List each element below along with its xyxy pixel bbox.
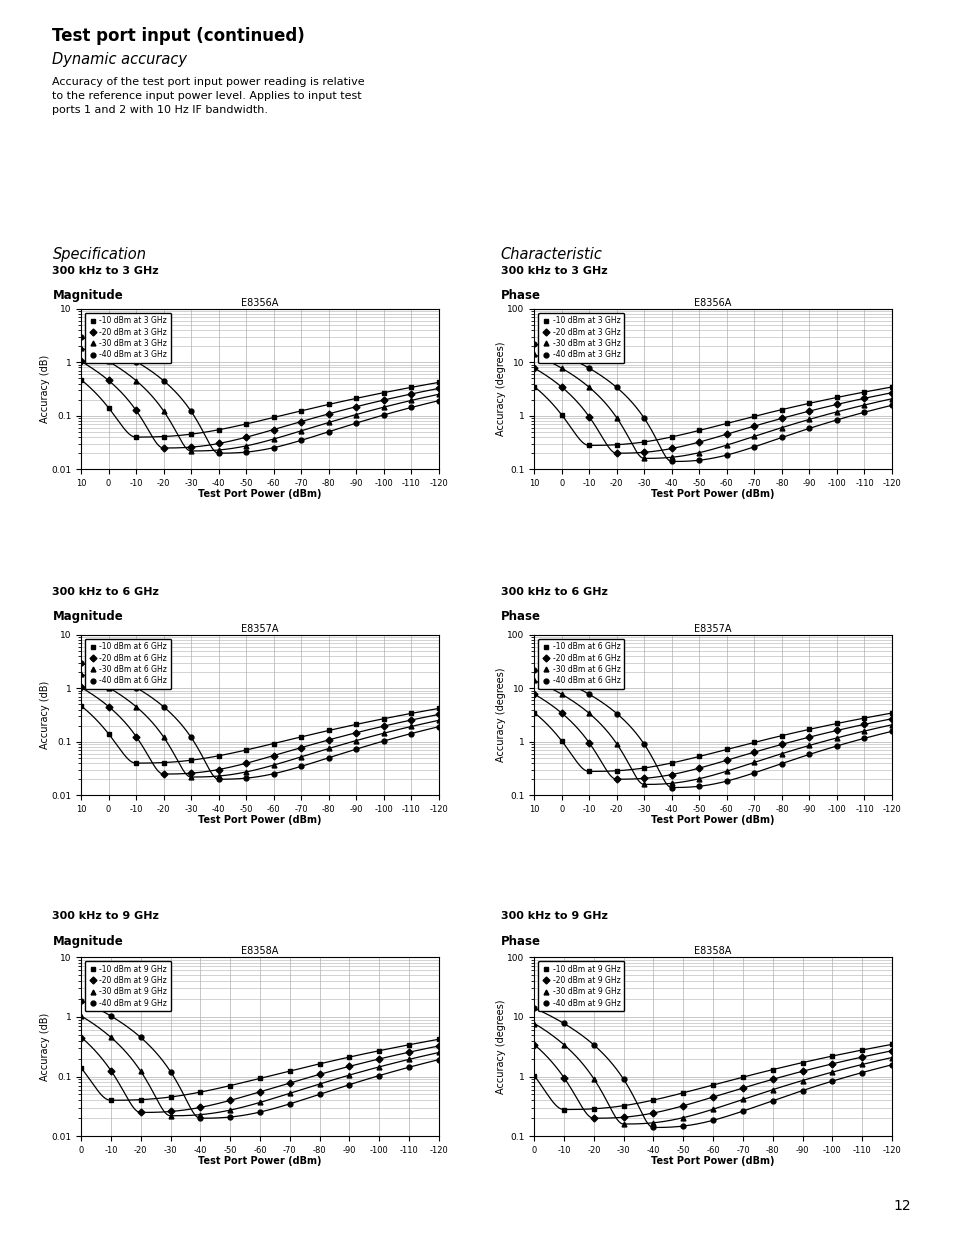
Y-axis label: Accuracy (dB): Accuracy (dB) (40, 354, 50, 424)
Text: 300 kHz to 3 GHz: 300 kHz to 3 GHz (52, 266, 159, 275)
Y-axis label: Accuracy (degrees): Accuracy (degrees) (496, 668, 505, 762)
Title: E8357A: E8357A (694, 624, 731, 634)
Title: E8358A: E8358A (241, 946, 278, 956)
Text: 12: 12 (893, 1199, 910, 1213)
Text: Characteristic: Characteristic (500, 247, 602, 262)
Text: Phase: Phase (500, 289, 540, 303)
Title: E8358A: E8358A (694, 946, 731, 956)
Title: E8356A: E8356A (241, 298, 278, 308)
Title: E8356A: E8356A (694, 298, 731, 308)
Text: Specification: Specification (52, 247, 147, 262)
X-axis label: Test Port Power (dBm): Test Port Power (dBm) (651, 489, 774, 499)
Text: Magnitude: Magnitude (52, 935, 123, 948)
Text: Phase: Phase (500, 935, 540, 948)
Y-axis label: Accuracy (dB): Accuracy (dB) (40, 1013, 50, 1081)
Text: 300 kHz to 6 GHz: 300 kHz to 6 GHz (52, 587, 159, 597)
Legend: -10 dBm at 9 GHz, -20 dBm at 9 GHz, -30 dBm at 9 GHz, -40 dBm at 9 GHz: -10 dBm at 9 GHz, -20 dBm at 9 GHz, -30 … (537, 961, 623, 1011)
Text: 300 kHz to 9 GHz: 300 kHz to 9 GHz (500, 911, 607, 921)
Text: 300 kHz to 9 GHz: 300 kHz to 9 GHz (52, 911, 159, 921)
Text: 300 kHz to 3 GHz: 300 kHz to 3 GHz (500, 266, 607, 275)
X-axis label: Test Port Power (dBm): Test Port Power (dBm) (198, 489, 321, 499)
Text: Phase: Phase (500, 610, 540, 624)
Legend: -10 dBm at 3 GHz, -20 dBm at 3 GHz, -30 dBm at 3 GHz, -40 dBm at 3 GHz: -10 dBm at 3 GHz, -20 dBm at 3 GHz, -30 … (85, 312, 171, 363)
X-axis label: Test Port Power (dBm): Test Port Power (dBm) (651, 1156, 774, 1166)
Text: Magnitude: Magnitude (52, 289, 123, 303)
Y-axis label: Accuracy (degrees): Accuracy (degrees) (496, 999, 505, 1094)
X-axis label: Test Port Power (dBm): Test Port Power (dBm) (198, 1156, 321, 1166)
Text: 300 kHz to 6 GHz: 300 kHz to 6 GHz (500, 587, 607, 597)
Text: Dynamic accuracy: Dynamic accuracy (52, 52, 188, 67)
Y-axis label: Accuracy (degrees): Accuracy (degrees) (496, 342, 505, 436)
Legend: -10 dBm at 6 GHz, -20 dBm at 6 GHz, -30 dBm at 6 GHz, -40 dBm at 6 GHz: -10 dBm at 6 GHz, -20 dBm at 6 GHz, -30 … (85, 638, 171, 689)
Title: E8357A: E8357A (241, 624, 278, 634)
Legend: -10 dBm at 9 GHz, -20 dBm at 9 GHz, -30 dBm at 9 GHz, -40 dBm at 9 GHz: -10 dBm at 9 GHz, -20 dBm at 9 GHz, -30 … (85, 961, 171, 1011)
X-axis label: Test Port Power (dBm): Test Port Power (dBm) (651, 815, 774, 825)
Legend: -10 dBm at 6 GHz, -20 dBm at 6 GHz, -30 dBm at 6 GHz, -40 dBm at 6 GHz: -10 dBm at 6 GHz, -20 dBm at 6 GHz, -30 … (537, 638, 623, 689)
Text: Magnitude: Magnitude (52, 610, 123, 624)
Text: Test port input (continued): Test port input (continued) (52, 27, 305, 46)
Text: Accuracy of the test port input power reading is relative
to the reference input: Accuracy of the test port input power re… (52, 77, 365, 115)
Legend: -10 dBm at 3 GHz, -20 dBm at 3 GHz, -30 dBm at 3 GHz, -40 dBm at 3 GHz: -10 dBm at 3 GHz, -20 dBm at 3 GHz, -30 … (537, 312, 623, 363)
Y-axis label: Accuracy (dB): Accuracy (dB) (40, 680, 50, 750)
X-axis label: Test Port Power (dBm): Test Port Power (dBm) (198, 815, 321, 825)
